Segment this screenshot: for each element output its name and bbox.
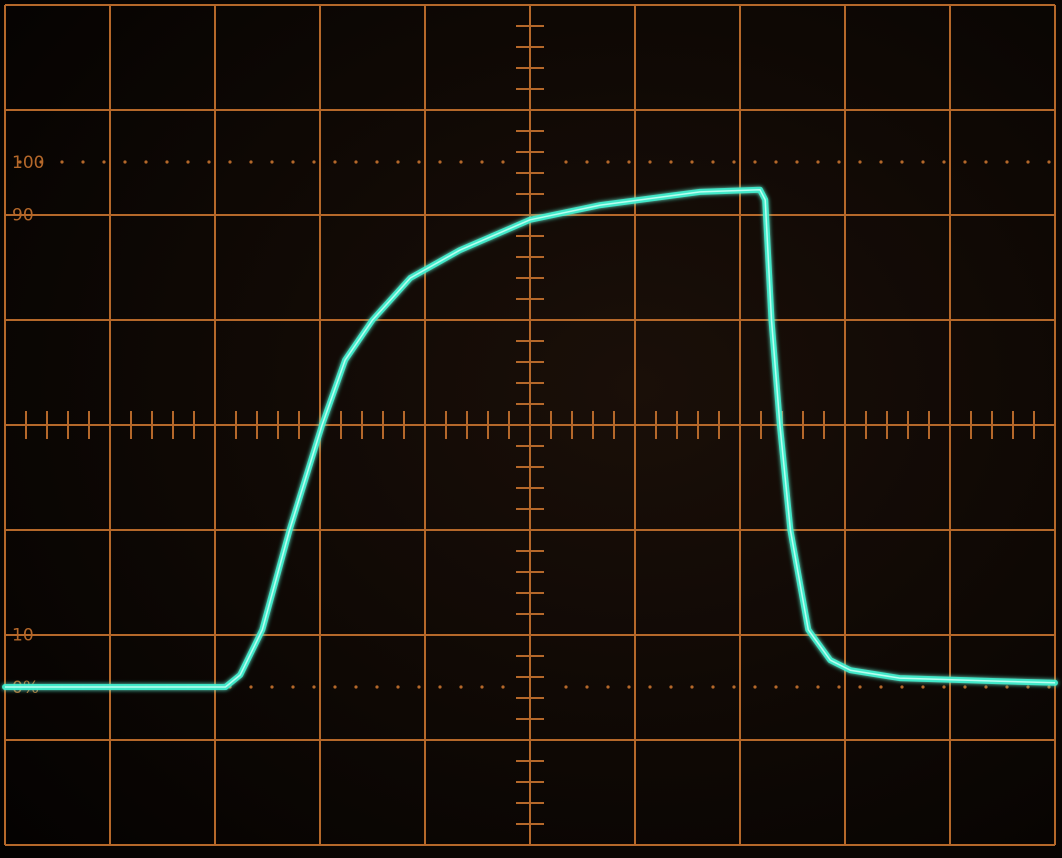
dotted-reference-mark [459,685,463,689]
dotted-reference-mark [648,160,652,164]
dotted-reference-mark [606,160,610,164]
dotted-reference-mark [438,685,442,689]
dotted-reference-mark [249,685,253,689]
dotted-reference-mark [858,160,862,164]
dotted-reference-mark [207,160,211,164]
dotted-reference-mark [711,160,715,164]
dotted-reference-mark [270,685,274,689]
dotted-reference-mark [648,685,652,689]
dotted-reference-mark [627,160,631,164]
dotted-reference-mark [732,160,736,164]
dotted-reference-mark [774,160,778,164]
dotted-reference-mark [1047,685,1051,689]
dotted-reference-mark [963,685,967,689]
dotted-reference-mark [816,685,820,689]
dotted-reference-mark [585,160,589,164]
dotted-reference-mark [228,160,232,164]
dotted-reference-mark [900,160,904,164]
dotted-reference-mark [144,160,148,164]
dotted-reference-mark [669,160,673,164]
dotted-reference-mark [774,685,778,689]
dotted-reference-mark [963,160,967,164]
dotted-reference-mark [795,685,799,689]
dotted-reference-mark [438,160,442,164]
dotted-reference-mark [753,160,757,164]
dotted-reference-mark [921,685,925,689]
dotted-reference-mark [942,160,946,164]
dotted-reference-mark [1005,160,1009,164]
dotted-reference-mark [711,685,715,689]
dotted-reference-mark [417,685,421,689]
dotted-reference-mark [312,685,316,689]
dotted-reference-mark [417,160,421,164]
dotted-reference-mark [1026,685,1030,689]
dotted-reference-mark [816,160,820,164]
dotted-reference-mark [900,685,904,689]
waveform-trace [2,186,1058,690]
dotted-reference-mark [270,160,274,164]
dotted-reference-mark [396,685,400,689]
dotted-reference-mark [165,160,169,164]
dotted-reference-mark [921,160,925,164]
dotted-reference-mark [690,160,694,164]
dotted-reference-mark [81,160,85,164]
dotted-reference-mark [102,160,106,164]
dotted-reference-mark [60,160,64,164]
dotted-reference-mark [291,685,295,689]
dotted-reference-mark [879,160,883,164]
dotted-reference-mark [795,160,799,164]
dotted-reference-mark [375,685,379,689]
dotted-reference-mark [564,160,568,164]
dotted-reference-mark [690,685,694,689]
dotted-reference-mark [1047,160,1051,164]
dotted-reference-mark [480,160,484,164]
dotted-reference-mark [627,685,631,689]
dotted-reference-mark [1005,685,1009,689]
dotted-reference-mark [396,160,400,164]
dotted-reference-mark [1026,160,1030,164]
dotted-reference-mark [186,160,190,164]
dotted-reference-mark [354,160,358,164]
reference-label: 90 [12,206,34,226]
dotted-reference-mark [501,685,505,689]
dotted-reference-mark [375,160,379,164]
dotted-reference-mark [564,685,568,689]
dotted-reference-mark [606,685,610,689]
dotted-reference-mark [249,160,253,164]
reference-label: 10 [12,626,34,646]
dotted-reference-mark [837,160,841,164]
dotted-reference-mark [669,685,673,689]
dotted-reference-mark [501,160,505,164]
dotted-reference-mark [354,685,358,689]
dotted-reference-mark [942,685,946,689]
dotted-reference-mark [879,685,883,689]
dotted-reference-mark [333,160,337,164]
dotted-reference-mark [984,160,988,164]
dotted-reference-mark [585,685,589,689]
dotted-reference-mark [459,160,463,164]
dotted-reference-mark [858,685,862,689]
dotted-reference-mark [480,685,484,689]
dotted-reference-mark [837,685,841,689]
dotted-reference-mark [18,160,22,164]
dotted-reference-mark [732,685,736,689]
graticule [4,4,1056,846]
dotted-reference-mark [984,685,988,689]
dotted-reference-mark [123,160,127,164]
waveform-core [5,189,1056,688]
dotted-reference-mark [333,685,337,689]
dotted-reference-mark [753,685,757,689]
reference-label: 100 [12,153,44,173]
dotted-reference-mark [291,160,295,164]
dotted-reference-mark [39,160,43,164]
dotted-reference-mark [312,160,316,164]
